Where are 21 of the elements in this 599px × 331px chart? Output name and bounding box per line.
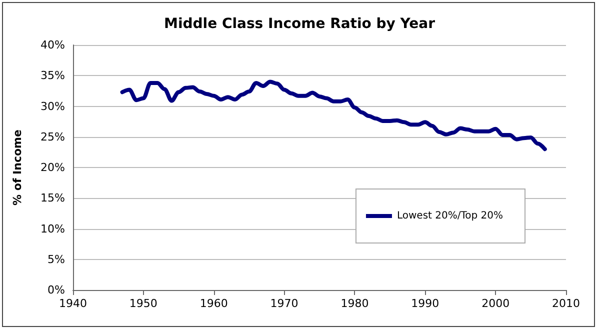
legend-label: Lowest 20%/Top 20% xyxy=(396,210,503,222)
line-series xyxy=(120,80,547,152)
y-tick-label: 20% xyxy=(40,161,65,174)
y-tick-label: 40% xyxy=(40,38,65,52)
y-tick-label: 15% xyxy=(40,192,65,205)
y-tick-label: 30% xyxy=(40,100,65,113)
x-tick-label: 1960 xyxy=(200,297,228,310)
chart-title: Middle Class Income Ratio by Year xyxy=(164,16,436,32)
y-tick-label: 10% xyxy=(40,222,65,236)
y-axis-title: % of Income xyxy=(11,130,24,206)
x-tick-label: 1970 xyxy=(270,297,298,310)
x-tick-label: 1990 xyxy=(411,297,440,310)
y-tick-label: 35% xyxy=(40,69,65,82)
y-tick-label: 0% xyxy=(48,284,65,296)
y-tick-label: 25% xyxy=(40,130,65,144)
x-tick-label: 1950 xyxy=(129,297,158,310)
x-tick-label: 1940 xyxy=(59,297,87,310)
x-tick-label: 2000 xyxy=(482,297,510,310)
y-tick-label: 5% xyxy=(48,252,65,266)
x-tick-label: 2010 xyxy=(552,297,580,310)
x-tick-label: 1980 xyxy=(340,297,369,310)
